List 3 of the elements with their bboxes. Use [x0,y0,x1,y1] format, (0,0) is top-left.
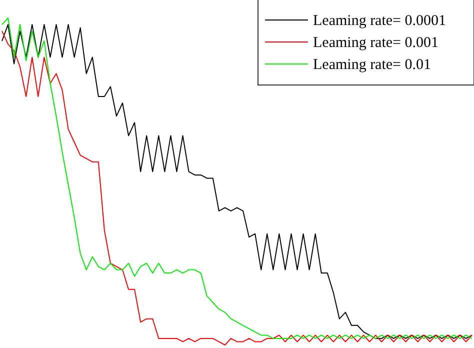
legend-label: Leaming rate= 0.001 [313,35,439,51]
legend-label: Leaming rate= 0.01 [313,57,432,73]
legend-label: Leaming rate= 0.0001 [313,13,446,29]
